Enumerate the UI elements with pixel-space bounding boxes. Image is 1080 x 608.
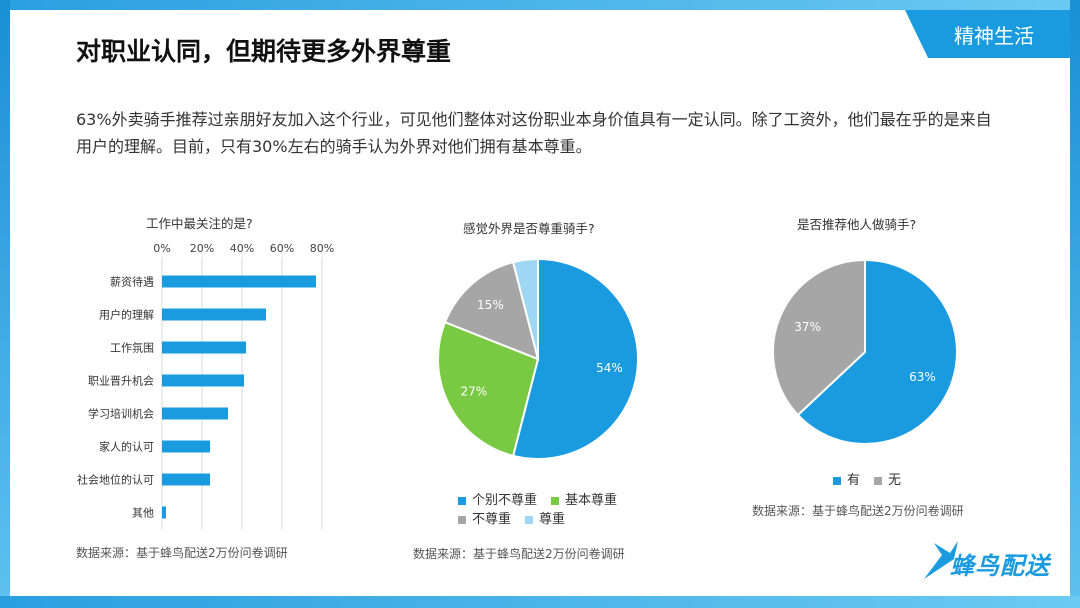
pie1-chart-title: 感觉外界是否尊重骑手?	[463, 221, 595, 236]
pie-slice	[772, 258, 866, 417]
pie1-legend: 个别不尊重 基本尊重不尊重 尊重	[458, 489, 648, 527]
slice-value-label: 27%	[461, 385, 488, 399]
bar	[162, 506, 166, 519]
category-label: 职业晋升机会	[88, 374, 154, 388]
bar	[162, 473, 210, 486]
bar	[162, 440, 210, 453]
pie-slice	[511, 257, 640, 460]
pie2-chart-title: 是否推荐他人做骑手?	[797, 217, 917, 232]
legend-item: 尊重	[525, 508, 565, 527]
description-text: 63%外卖骑手推荐过亲朋好友加入这个行业，可见他们整体对这份职业本身价值具有一定…	[76, 110, 992, 156]
bar	[162, 275, 316, 288]
bar	[162, 407, 228, 420]
category-label: 家人的认可	[99, 440, 154, 454]
legend-swatch	[833, 476, 841, 485]
legend-label: 有	[847, 473, 861, 488]
category-label: 工作氛围	[110, 342, 154, 355]
slice-value-label: 15%	[477, 298, 504, 312]
pie2-source: 数据来源：基于蜂鸟配送2万份问卷调研	[752, 504, 964, 518]
section-tag: 精神生活	[905, 10, 1070, 58]
pie-chart-respect: 54% 27% 15%	[437, 257, 640, 460]
frame-bottom	[0, 596, 1080, 608]
x-tick-label: 0%	[153, 242, 170, 255]
legend-swatch	[458, 496, 466, 505]
category-label: 其他	[132, 507, 154, 520]
pie-slice	[796, 258, 958, 445]
slice-value-label: 63%	[909, 370, 936, 384]
pie-chart-recommend: 63% 37%	[772, 258, 958, 445]
pie-slice	[511, 257, 539, 360]
legend-label: 个别不尊重	[472, 493, 538, 508]
category-label: 学习培训机会	[88, 407, 154, 421]
bar	[162, 374, 244, 387]
legend-label: 不尊重	[472, 512, 512, 527]
slice-value-label: 37%	[794, 320, 821, 334]
legend-item: 不尊重	[458, 508, 511, 527]
x-tick-label: 40%	[230, 242, 254, 255]
x-tick-label: 60%	[270, 242, 294, 255]
bar-chart: 0% 20% 40% 60% 80% 薪资待遇用户的理解工作氛围职业晋升机会学习培训机会家…	[77, 242, 334, 529]
bar-chart-title: 工作中最关注的是?	[146, 216, 253, 231]
bar-chart-source: 数据来源：基于蜂鸟配送2万份问卷调研	[76, 546, 288, 560]
page-title: 对职业认同，但期待更多外界尊重	[76, 37, 452, 66]
legend-swatch	[551, 496, 560, 505]
legend-label: 尊重	[539, 512, 566, 527]
legend-label: 无	[888, 473, 902, 488]
legend-label: 基本尊重	[565, 493, 618, 508]
frame-left	[0, 0, 10, 608]
frame-top	[0, 0, 1080, 10]
legend-swatch	[525, 515, 534, 524]
legend-item: 基本尊重	[551, 489, 617, 508]
bar	[162, 308, 266, 321]
category-label: 薪资待遇	[110, 275, 154, 289]
x-tick-label: 20%	[190, 242, 214, 255]
legend-swatch	[874, 476, 883, 485]
slice-value-label: 54%	[596, 361, 623, 375]
pie2-legend: 有无	[833, 469, 953, 488]
legend-swatch	[458, 515, 466, 524]
category-label: 社会地位的认可	[77, 473, 154, 487]
bar	[162, 341, 246, 354]
x-tick-label: 80%	[310, 242, 334, 255]
pie-slice	[437, 320, 540, 458]
pie1-source: 数据来源：基于蜂鸟配送2万份问卷调研	[413, 547, 625, 561]
legend-item: 个别不尊重	[458, 489, 537, 508]
frame-right	[1070, 0, 1080, 608]
legend-item: 无	[874, 469, 901, 488]
pie-slice	[443, 260, 540, 361]
category-label: 用户的理解	[99, 308, 154, 322]
hummingbird-logo-icon	[924, 541, 958, 579]
legend-item: 有	[833, 469, 860, 488]
brand-logo-text: 蜂鸟配送	[950, 552, 1050, 580]
